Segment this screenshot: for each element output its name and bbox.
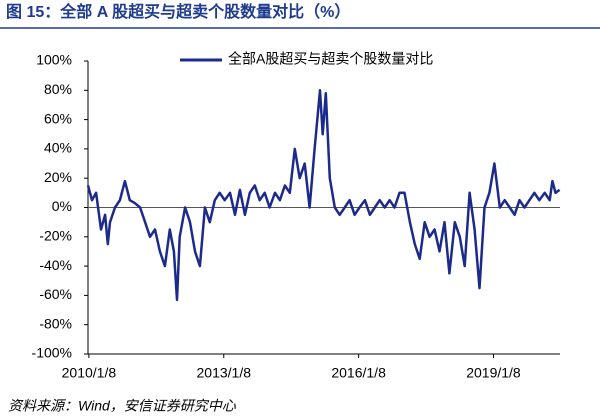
y-tick-label: -40% xyxy=(39,257,72,273)
y-tick-label: -100% xyxy=(32,345,72,361)
y-tick-label: -20% xyxy=(39,228,72,244)
chart-title: 图 15：全部 A 股超买与超卖个股数量对比（%） xyxy=(6,2,350,21)
y-tick-label: 0% xyxy=(52,198,72,214)
y-tick-label: 60% xyxy=(44,110,72,126)
y-tick-label: 40% xyxy=(44,140,72,156)
x-tick-label: 2016/1/8 xyxy=(331,365,386,381)
y-tick-label: 20% xyxy=(44,169,72,185)
y-tick-label: -60% xyxy=(39,286,72,302)
y-tick-label: -80% xyxy=(39,315,72,331)
x-tick-label: 2010/1/8 xyxy=(62,365,117,381)
x-tick-label: 2013/1/8 xyxy=(197,365,252,381)
series-line xyxy=(86,89,561,302)
y-tick-label: 100% xyxy=(36,52,72,68)
y-tick-label: 80% xyxy=(44,81,72,97)
source-note: 资料来源：Wind，安信证券研究中心 xyxy=(8,398,237,414)
legend-label: 全部A股超买与超卖个股数量对比 xyxy=(228,51,433,67)
x-tick-label: 2019/1/8 xyxy=(466,365,521,381)
